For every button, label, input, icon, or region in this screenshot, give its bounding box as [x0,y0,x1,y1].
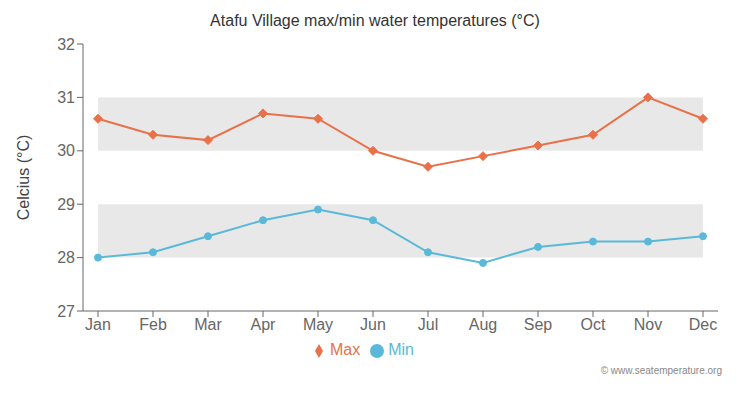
svg-text:32: 32 [57,36,75,53]
svg-text:Dec: Dec [689,316,717,333]
html-text:© www.seatemperature.org: © www.seatemperature.org [600,365,722,376]
svg-text:Aug: Aug [469,316,497,333]
svg-text:Apr: Apr [251,316,277,333]
svg-text:Mar: Mar [194,316,222,333]
svg-text:Jan: Jan [85,316,111,333]
svg-text:Jul: Jul [418,316,438,333]
svg-text:Celcius (°C): Celcius (°C) [15,135,32,221]
html-text:Atafu Village max/min water te: Atafu Village max/min water temperatures… [210,12,540,29]
svg-text:28: 28 [57,249,75,266]
svg-text:Sep: Sep [524,316,553,333]
svg-text:Nov: Nov [634,316,662,333]
svg-text:31: 31 [57,89,75,106]
html-text:Min: Min [388,341,414,358]
svg-text:Feb: Feb [139,316,167,333]
svg-text:29: 29 [57,196,75,213]
html-text:Max: Max [330,341,361,358]
svg-text:Jun: Jun [360,316,386,333]
svg-text:Oct: Oct [581,316,606,333]
svg-text:30: 30 [57,142,75,159]
svg-text:May: May [303,316,333,333]
svg-text:27: 27 [57,303,75,320]
